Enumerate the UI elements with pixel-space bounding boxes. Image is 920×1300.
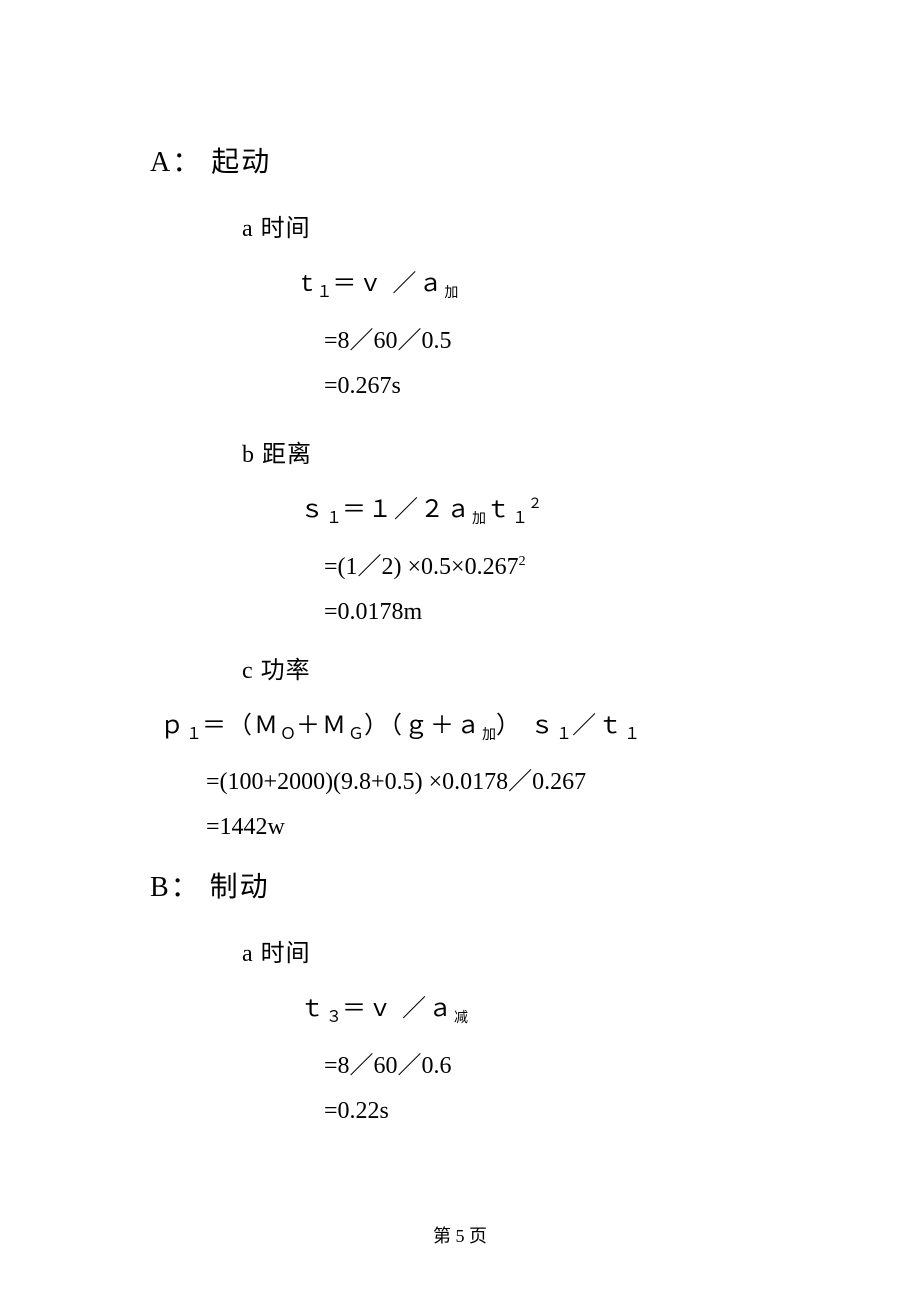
formula-text: ／ｔ [572,713,624,739]
formula-text: ＝ｖ ／ａ [332,271,444,297]
formula-text: ＝（Ｍ [202,713,280,739]
formula-sub: Ｇ [348,725,364,742]
formula-subchar: 加 [444,286,458,301]
calc-sup: 2 [519,554,526,569]
formula-text: t [300,272,316,299]
section-a-c-calc: =(100+2000)(9.8+0.5) ×0.0178／0.267 [206,761,770,796]
page-number: 第 5 页 [0,1222,920,1248]
section-a-c-label: c 功率 [242,650,770,685]
section-a-header: A： 起动 [150,140,770,180]
section-a-b-result: =0.0178m [324,599,770,626]
formula-sup: ２ [528,497,542,512]
formula-sub: １ [316,284,332,301]
formula-text: ＝１／２ａ [342,497,472,523]
formula-sub: ３ [326,1009,342,1026]
section-b-header: B： 制动 [150,865,770,905]
section-a-a-formula: t１＝ｖ ／ａ加 [300,263,770,302]
formula-sub: Ｏ [280,725,296,742]
section-b-a-formula: ｔ３＝ｖ ／ａ减 [300,988,770,1027]
section-b-a-result: =0.22s [324,1098,770,1125]
calc-text: =(1／2) ×0.5×0.267 [324,554,519,580]
formula-subchar: 减 [454,1011,468,1026]
formula-text: ｔ [486,497,512,523]
formula-sub: １ [512,510,528,527]
section-a-a-label: a 时间 [242,208,770,243]
section-b-a-label: a 时间 [242,933,770,968]
section-a-c-result: =1442w [206,814,770,841]
formula-text: ） ｓ [496,713,556,739]
formula-text: ｐ [160,713,186,739]
section-a-a-result: =0.267s [324,373,770,400]
formula-sub: １ [326,510,342,527]
section-a-b-formula: ｓ１＝１／２ａ加ｔ１２ [300,489,770,528]
formula-sub: １ [556,725,572,742]
formula-sub: １ [624,725,640,742]
section-b-a-calc: =8／60／0.6 [324,1045,770,1080]
formula-text: ＋Ｍ [296,713,348,739]
formula-text: ）（ｇ＋ａ [364,713,482,739]
section-a-a-calc: =8／60／0.5 [324,320,770,355]
formula-text: ｓ [300,497,326,523]
formula-subchar: 加 [482,727,496,742]
section-a-b-calc: =(1／2) ×0.5×0.2672 [324,546,770,581]
section-a-b-label: b 距离 [242,434,770,469]
section-a-c-formula: ｐ１＝（ＭＯ＋ＭＧ）（ｇ＋ａ加） ｓ１／ｔ１ [160,705,770,744]
formula-sub: １ [186,725,202,742]
formula-text: ＝ｖ ／ａ [342,996,454,1022]
formula-text: ｔ [300,996,326,1022]
formula-subchar: 加 [472,512,486,527]
